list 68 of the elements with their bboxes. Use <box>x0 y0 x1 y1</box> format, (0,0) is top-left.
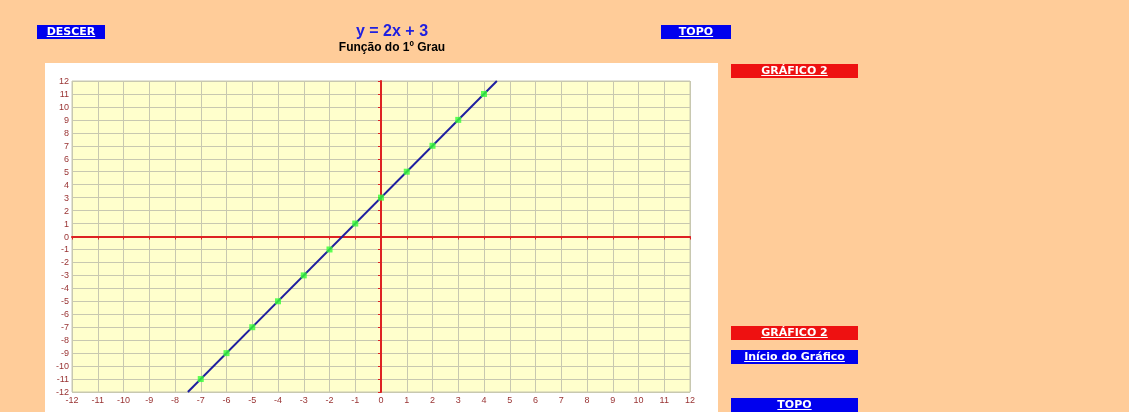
y-tick-label: -3 <box>60 270 69 281</box>
y-tick-label: -12 <box>55 387 69 397</box>
y-tick-label: 2 <box>63 205 69 216</box>
point <box>249 324 256 331</box>
y-tick-label: -7 <box>60 322 69 333</box>
text: TOPO <box>661 25 731 39</box>
point <box>403 168 410 175</box>
x-tick-label: 10 <box>633 394 644 405</box>
x-tick-label: 12 <box>684 394 696 405</box>
y-tick-label: -5 <box>60 296 69 307</box>
y-tick-label: 5 <box>63 166 69 177</box>
y-tick-label: -2 <box>60 257 69 268</box>
point <box>481 90 487 97</box>
x-tick-label: 7 <box>558 394 564 405</box>
x-tick-label: -3 <box>299 394 308 405</box>
x-tick-label: -6 <box>222 394 231 405</box>
y-tick-label: 10 <box>58 101 69 112</box>
chart-subtitle: Função do 1º Grau <box>337 40 447 54</box>
y-tick-label: -11 <box>56 374 69 385</box>
y-tick-label: 12 <box>58 76 69 86</box>
text: TOPO <box>731 398 858 412</box>
y-tick-label: 3 <box>63 192 69 203</box>
y-tick-label: 0 <box>63 231 69 242</box>
x-tick-label: -1 <box>351 394 360 405</box>
x-tick-label: 11 <box>659 394 669 405</box>
y-tick-label: 7 <box>63 140 69 151</box>
x-tick-label: -2 <box>325 394 334 405</box>
point <box>300 272 307 279</box>
x-tick-label: 9 <box>610 394 616 405</box>
x-tick-label: -10 <box>116 394 131 405</box>
point <box>352 220 359 227</box>
y-tick-label: 1 <box>63 218 69 229</box>
y-tick-label: -6 <box>60 309 69 320</box>
text: GRÁFICO 2 <box>731 326 858 340</box>
x-tick-label: 6 <box>532 394 539 405</box>
x-tick-label: 5 <box>507 394 513 405</box>
point <box>275 298 281 305</box>
point <box>223 350 230 357</box>
y-tick-label: 11 <box>59 88 69 99</box>
y-tick-label: -9 <box>60 348 69 359</box>
x-tick-label: 4 <box>481 394 487 405</box>
x-tick-label: 2 <box>429 394 436 405</box>
x-tick-label: -7 <box>196 394 205 405</box>
y-tick-label: 8 <box>63 127 69 138</box>
x-tick-label: 3 <box>455 394 461 405</box>
y-tick-label: 6 <box>63 153 69 164</box>
point <box>326 246 333 253</box>
x-tick-label: -11 <box>91 394 104 405</box>
y-tick-label: 9 <box>63 114 69 125</box>
chart-title: y = 2x + 3 <box>354 22 430 40</box>
x-tick-label: 8 <box>584 394 590 405</box>
point <box>455 116 462 123</box>
point <box>197 376 204 383</box>
x-tick-label: -5 <box>248 394 257 405</box>
text: Início do Gráfico <box>731 350 858 364</box>
text: GRÁFICO 2 <box>731 64 858 78</box>
y-tick-label: -1 <box>60 244 69 255</box>
y-tick-label: 4 <box>63 179 69 190</box>
x-tick-label: -4 <box>273 394 283 405</box>
y-tick-label: -4 <box>60 283 69 294</box>
text: DESCER <box>37 25 105 39</box>
x-tick-label: -9 <box>145 394 154 405</box>
x-tick-label: 0 <box>378 394 384 405</box>
y-tick-label: -8 <box>60 335 69 346</box>
point <box>429 142 436 149</box>
x-tick-label: -8 <box>170 394 180 405</box>
x-tick-label: 1 <box>404 394 410 405</box>
y-tick-label: -10 <box>55 361 69 372</box>
